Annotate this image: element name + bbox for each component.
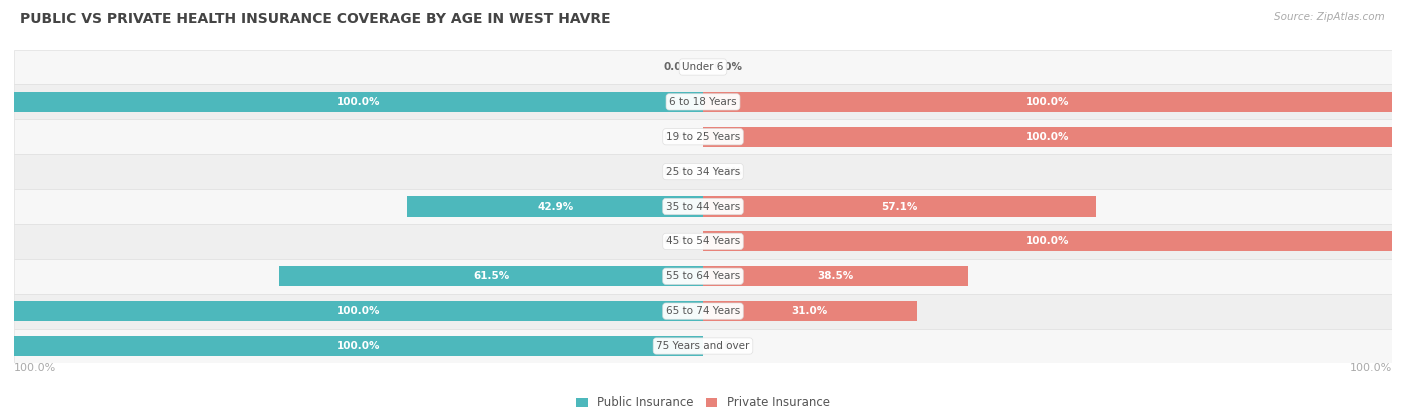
Text: 45 to 54 Years: 45 to 54 Years bbox=[666, 236, 740, 247]
FancyBboxPatch shape bbox=[14, 224, 1392, 259]
Text: 0.0%: 0.0% bbox=[713, 62, 742, 72]
Text: 35 to 44 Years: 35 to 44 Years bbox=[666, 202, 740, 211]
Text: 6 to 18 Years: 6 to 18 Years bbox=[669, 97, 737, 107]
Text: 75 Years and over: 75 Years and over bbox=[657, 341, 749, 351]
Text: 0.0%: 0.0% bbox=[664, 62, 693, 72]
Bar bbox=[703, 127, 1392, 147]
FancyBboxPatch shape bbox=[14, 329, 1392, 363]
Text: 100.0%: 100.0% bbox=[1350, 363, 1392, 373]
FancyBboxPatch shape bbox=[14, 189, 1392, 224]
Text: 100.0%: 100.0% bbox=[1026, 97, 1069, 107]
Text: 100.0%: 100.0% bbox=[337, 306, 380, 316]
Text: 100.0%: 100.0% bbox=[1026, 236, 1069, 247]
Text: 0.0%: 0.0% bbox=[713, 166, 742, 177]
Bar bbox=[703, 92, 1392, 112]
Bar bbox=[703, 266, 969, 286]
Text: 100.0%: 100.0% bbox=[337, 97, 380, 107]
Bar bbox=[703, 231, 1392, 252]
Text: 38.5%: 38.5% bbox=[817, 271, 853, 281]
Bar bbox=[280, 266, 703, 286]
Text: 100.0%: 100.0% bbox=[14, 363, 56, 373]
Text: 31.0%: 31.0% bbox=[792, 306, 828, 316]
Text: 65 to 74 Years: 65 to 74 Years bbox=[666, 306, 740, 316]
Text: 0.0%: 0.0% bbox=[664, 166, 693, 177]
Text: 55 to 64 Years: 55 to 64 Years bbox=[666, 271, 740, 281]
Bar bbox=[408, 197, 703, 216]
Text: 100.0%: 100.0% bbox=[1026, 132, 1069, 142]
Text: Source: ZipAtlas.com: Source: ZipAtlas.com bbox=[1274, 12, 1385, 22]
FancyBboxPatch shape bbox=[14, 84, 1392, 119]
Text: Under 6: Under 6 bbox=[682, 62, 724, 72]
Legend: Public Insurance, Private Insurance: Public Insurance, Private Insurance bbox=[571, 392, 835, 413]
Text: 61.5%: 61.5% bbox=[472, 271, 509, 281]
Bar bbox=[14, 336, 703, 356]
Bar bbox=[703, 197, 1097, 216]
FancyBboxPatch shape bbox=[14, 154, 1392, 189]
Text: 25 to 34 Years: 25 to 34 Years bbox=[666, 166, 740, 177]
Text: 0.0%: 0.0% bbox=[713, 341, 742, 351]
Text: 19 to 25 Years: 19 to 25 Years bbox=[666, 132, 740, 142]
Text: PUBLIC VS PRIVATE HEALTH INSURANCE COVERAGE BY AGE IN WEST HAVRE: PUBLIC VS PRIVATE HEALTH INSURANCE COVER… bbox=[20, 12, 610, 26]
FancyBboxPatch shape bbox=[14, 50, 1392, 84]
Text: 42.9%: 42.9% bbox=[537, 202, 574, 211]
FancyBboxPatch shape bbox=[14, 294, 1392, 329]
FancyBboxPatch shape bbox=[14, 259, 1392, 294]
Bar bbox=[14, 92, 703, 112]
FancyBboxPatch shape bbox=[14, 119, 1392, 154]
Bar bbox=[703, 301, 917, 321]
Text: 57.1%: 57.1% bbox=[882, 202, 918, 211]
Bar bbox=[14, 301, 703, 321]
Text: 100.0%: 100.0% bbox=[337, 341, 380, 351]
Text: 0.0%: 0.0% bbox=[664, 236, 693, 247]
Text: 0.0%: 0.0% bbox=[664, 132, 693, 142]
